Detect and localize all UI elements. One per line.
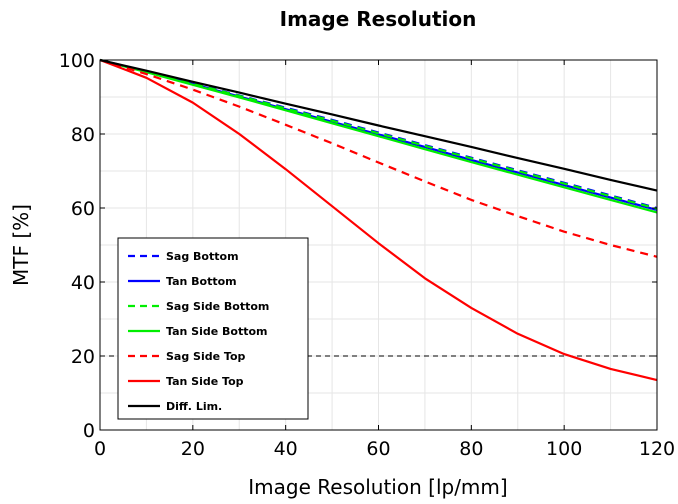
y-axis-label: MTF [%] bbox=[9, 204, 33, 286]
x-tick-label: 60 bbox=[366, 438, 390, 460]
series-line-tan-side-top bbox=[99, 58, 658, 382]
y-tick-label: 80 bbox=[71, 124, 95, 146]
x-tick-label: 80 bbox=[459, 438, 483, 460]
legend-label: Tan Bottom bbox=[166, 275, 237, 288]
legend-label: Tan Side Bottom bbox=[166, 325, 268, 338]
series-line-sag-side-bottom bbox=[99, 58, 658, 210]
legend-label: Tan Side Top bbox=[166, 375, 244, 388]
x-axis-label: Image Resolution [lp/mm] bbox=[248, 475, 507, 499]
legend: Sag Bottom Tan Bottom Sag Side Bottom Tan S… bbox=[117, 237, 309, 420]
series-lines bbox=[99, 58, 658, 382]
x-tick-label: 40 bbox=[274, 438, 298, 460]
y-tick-label: 60 bbox=[71, 198, 95, 220]
axis-ticks bbox=[99, 59, 658, 431]
x-tick-label: 100 bbox=[546, 438, 582, 460]
legend-label: Sag Side Bottom bbox=[166, 300, 269, 313]
x-tick-label: 0 bbox=[94, 438, 106, 460]
legend-box bbox=[117, 237, 309, 420]
x-tick-label: 20 bbox=[181, 438, 205, 460]
series-line-sag-side-top bbox=[99, 58, 658, 258]
legend-label: Sag Bottom bbox=[166, 250, 239, 263]
series-line-diff-lim bbox=[99, 58, 658, 192]
y-tick-label: 20 bbox=[71, 346, 95, 368]
y-tick-label: 100 bbox=[59, 50, 95, 72]
chart-title: Image Resolution bbox=[280, 7, 477, 31]
x-tick-label: 120 bbox=[639, 438, 675, 460]
tick-labels: 0 20 40 60 80 100 120 0 20 40 60 80 100 bbox=[59, 50, 675, 460]
legend-label: Sag Side Top bbox=[166, 350, 246, 363]
y-tick-label: 40 bbox=[71, 272, 95, 294]
series-line-tan-side-bottom bbox=[99, 58, 658, 214]
legend-label: Diff. Lim. bbox=[166, 400, 222, 413]
y-tick-label: 0 bbox=[83, 420, 95, 442]
